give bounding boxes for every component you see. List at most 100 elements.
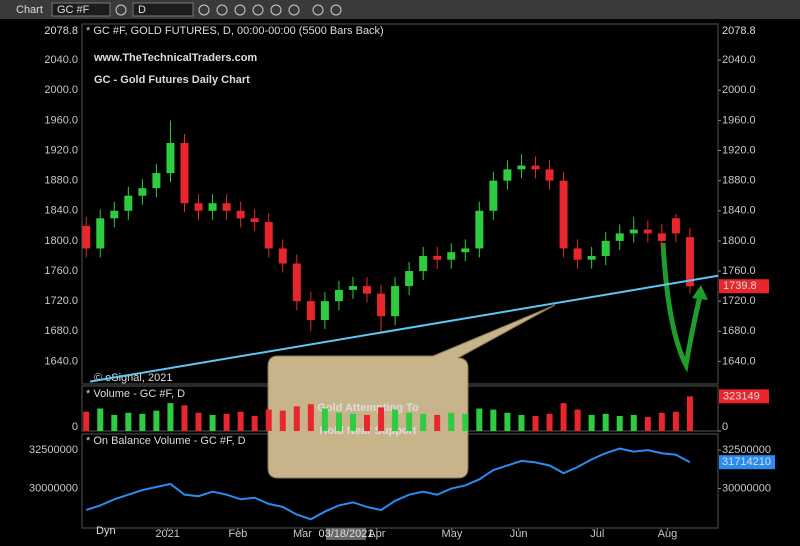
y-tick-label: 1720.0 (44, 295, 78, 307)
volume-bar (349, 413, 356, 431)
arrow-head (692, 285, 708, 300)
y-tick-label-right: 1960.0 (722, 114, 756, 126)
candle-body (573, 248, 582, 260)
volume-bar (490, 409, 497, 431)
volume-bar (630, 414, 637, 431)
candle-body (475, 210, 484, 249)
symbol-box[interactable] (51, 2, 111, 17)
volume-bar (237, 411, 244, 431)
volume-bar (658, 412, 665, 431)
refresh-icon[interactable] (115, 4, 127, 16)
y-tick-label-right: 1800.0 (722, 235, 756, 247)
y-tick-label: 1840.0 (44, 205, 78, 217)
volume-bar (420, 413, 427, 431)
candle-body (320, 301, 329, 320)
volume-title: * Volume - GC #F, D (86, 388, 185, 400)
interval-box[interactable] (132, 2, 194, 17)
volume-bar (518, 414, 525, 431)
candle-body (657, 233, 666, 241)
volume-bar (307, 404, 314, 431)
candle-body (503, 169, 512, 181)
candle-body (601, 240, 610, 256)
volume-bar (265, 409, 272, 431)
candle-body (629, 229, 638, 234)
candle-body (489, 180, 498, 211)
candle-body (587, 255, 596, 260)
obv-tick-label-right: 32500000 (722, 444, 771, 456)
toolbar-app: Chart (16, 4, 43, 16)
volume-bar (406, 412, 413, 431)
y-tick-label: 1640.0 (44, 355, 78, 367)
x-tick-label: Jun (510, 528, 528, 540)
info-line: * GC #F, GOLD FUTURES, D, 00:00-00:00 (5… (86, 25, 384, 37)
volume-bar (378, 407, 385, 431)
x-tick-label: Aug (658, 528, 678, 540)
dyn-label: Dyn (96, 525, 116, 537)
volume-tick-label-right: 0 (722, 421, 728, 433)
volume-bar (321, 408, 328, 431)
x-tick-label: Apr (368, 528, 385, 540)
candle-body (222, 203, 231, 211)
y-tick-label: 1800.0 (44, 235, 78, 247)
obv-title: * On Balance Volume - GC #F, D (86, 435, 246, 447)
candle-body (363, 286, 372, 294)
candle-body (461, 248, 470, 253)
volume-bar (195, 412, 202, 431)
x-tick-label: May (442, 528, 463, 540)
volume-bar (546, 413, 553, 431)
toolbar (0, 0, 800, 19)
y-tick-label: 1880.0 (44, 175, 78, 187)
volume-bar (153, 410, 160, 431)
volume-tag (719, 389, 769, 404)
volume-bar (97, 408, 104, 431)
volume-bar (392, 409, 399, 431)
volume-bar (434, 414, 441, 431)
volume-bar (644, 417, 651, 431)
y-tick-label-right: 1880.0 (722, 175, 756, 187)
obv-tag (719, 455, 775, 470)
candle-body (166, 142, 175, 174)
volume-bar (223, 413, 230, 431)
toolbar-icons[interactable] (198, 4, 342, 16)
volume-bar (167, 403, 174, 431)
volume-bar (602, 413, 609, 431)
toolbar-interval: D (138, 4, 146, 16)
cursor-label: 03/18/2021 (318, 528, 373, 540)
x-tick-label: Feb (228, 528, 247, 540)
callout-box (267, 304, 556, 479)
volume-bar (83, 411, 90, 431)
volume-bar (181, 405, 188, 431)
toolbar-symbol: GC #F (57, 4, 90, 16)
volume-bar (139, 413, 146, 431)
volume-tick-label: 0 (72, 421, 78, 433)
volume-bar (364, 414, 371, 431)
y-tick-label-right: 2040.0 (722, 54, 756, 66)
x-tick-label: Jul (590, 528, 604, 540)
y-tick-label: 1680.0 (44, 325, 78, 337)
volume-bar (279, 410, 286, 431)
x-tick-label: 2021 (155, 528, 179, 540)
y-tick-label-right: 1720.0 (722, 295, 756, 307)
candle-body (264, 222, 273, 249)
candle-body (292, 263, 301, 302)
volume-bar (616, 416, 623, 431)
y-tick-label: 2000.0 (44, 84, 78, 96)
chart-title: GC - Gold Futures Daily Chart (94, 74, 250, 86)
volume-bar (574, 409, 581, 431)
volume-bar (125, 412, 132, 431)
candle-body (559, 180, 568, 249)
y-tick-label-right: 1640.0 (722, 355, 756, 367)
x-tick-label: Mar (293, 528, 312, 540)
candle-body (124, 195, 133, 211)
candle-body (138, 188, 147, 196)
y-tick-label-right: 2000.0 (722, 84, 756, 96)
candle-body (405, 271, 414, 287)
callout-text: Gold Attempting To (317, 402, 419, 414)
volume-bar (686, 396, 693, 431)
y-tick-label-right: 1760.0 (722, 265, 756, 277)
last-price: 1739.8 (723, 280, 757, 292)
scale-top-right: 2078.8 (722, 25, 756, 37)
volume-bar (672, 411, 679, 431)
candle-body (96, 218, 105, 249)
